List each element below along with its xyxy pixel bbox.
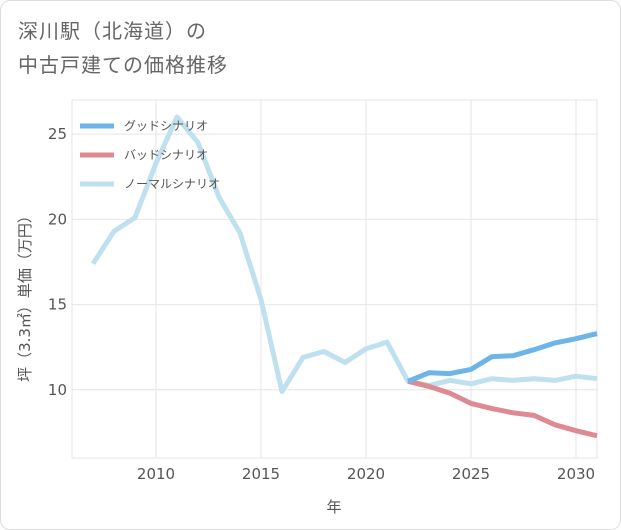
- series-line-1: [407, 331, 598, 384]
- y-tick-label: 25: [48, 125, 67, 143]
- legend-label: グッドシナリオ: [124, 119, 208, 133]
- chart-title-line-2: 中古戸建ての価格推移: [18, 53, 228, 77]
- x-axis-title: 年: [326, 498, 341, 516]
- x-tick-label: 2015: [242, 465, 280, 483]
- x-tick-label: 2025: [452, 465, 490, 483]
- plot-area: [71, 99, 598, 459]
- y-tick-label: 10: [48, 381, 67, 399]
- grid-lines: [72, 100, 597, 458]
- x-tick-label: 2030: [557, 465, 595, 483]
- x-tick-label: 2020: [347, 465, 385, 483]
- legend-label: バッドシナリオ: [124, 148, 208, 162]
- x-tick-label: 2010: [137, 465, 175, 483]
- series-group: [90, 114, 598, 439]
- y-axis-title: 坪（3.3㎡）単価（万円）: [16, 208, 34, 382]
- series-line-2: [407, 378, 598, 439]
- x-axis-ticks: 2010 2015 2020 2025 2030: [137, 465, 595, 483]
- chart-title-line-1: 深川駅（北海道）の: [18, 19, 207, 43]
- y-tick-label: 15: [48, 296, 67, 314]
- chart-title: 深川駅（北海道）の 中古戸建ての価格推移: [18, 14, 578, 82]
- y-tick-label: 20: [48, 210, 67, 228]
- y-axis-ticks: 10 15 20 25: [48, 125, 67, 399]
- series-line-3: [90, 114, 598, 394]
- legend-label: ノーマルシナリオ: [124, 177, 220, 191]
